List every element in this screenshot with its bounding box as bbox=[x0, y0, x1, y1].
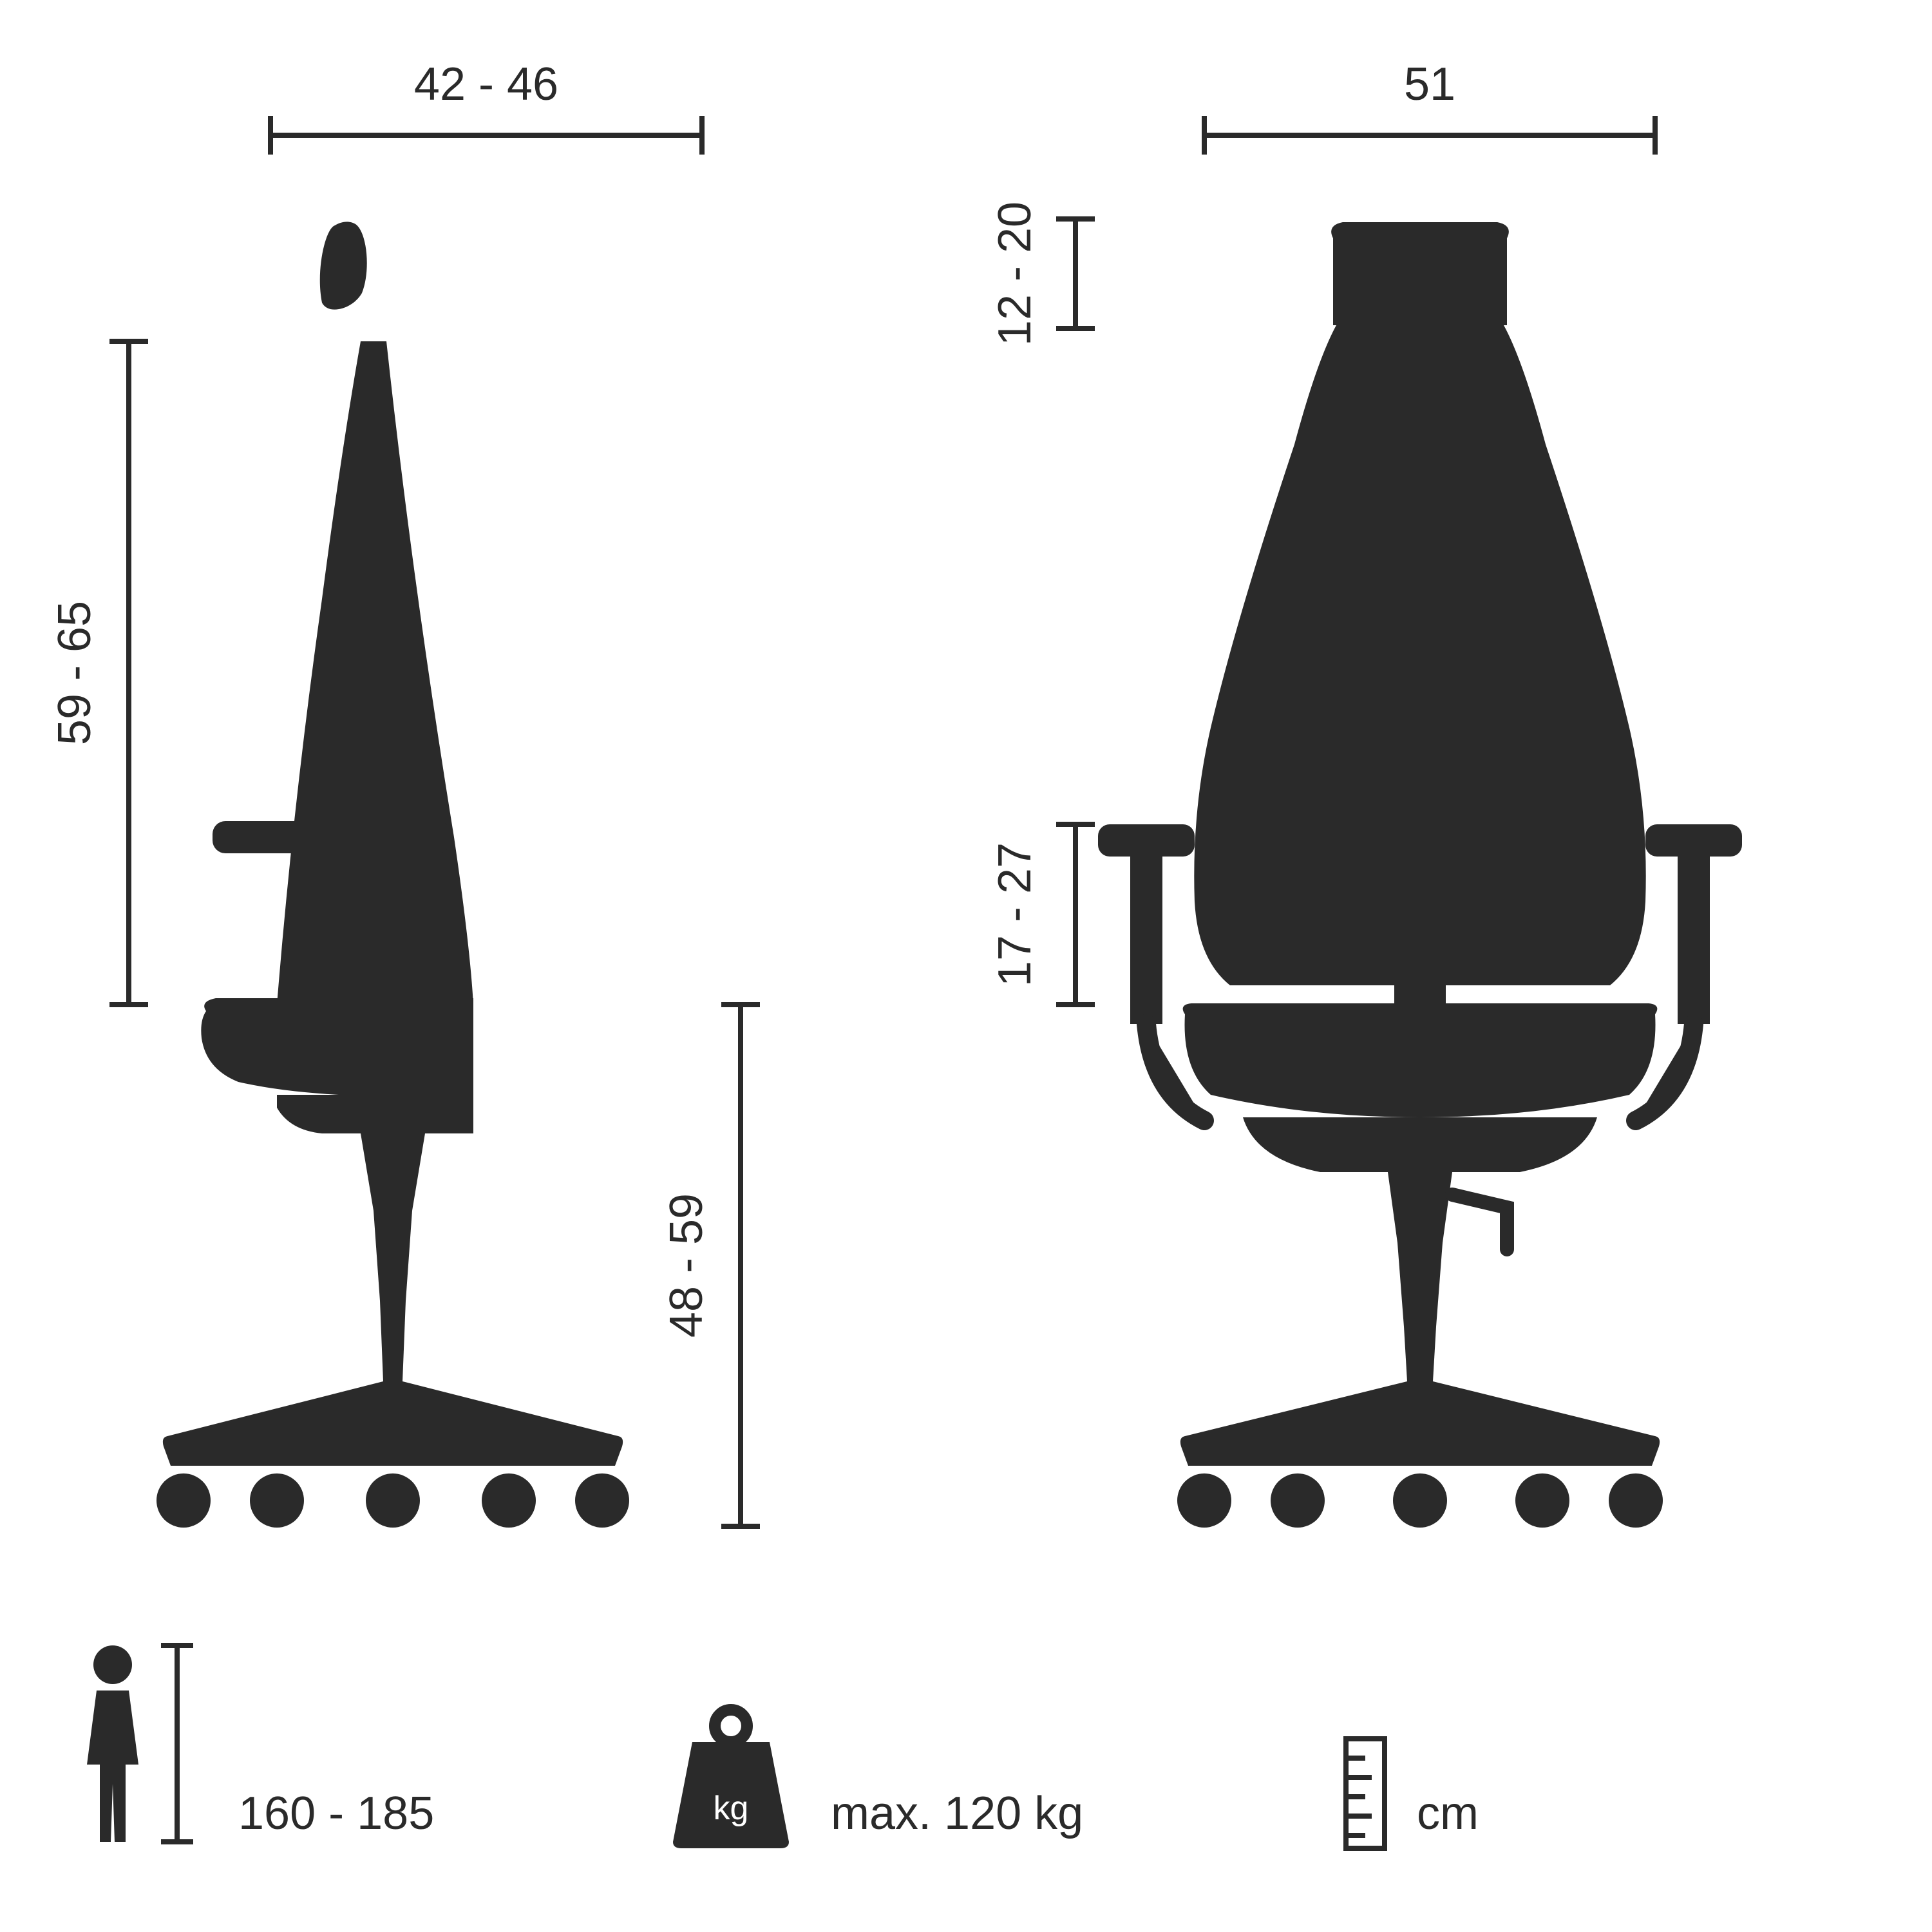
weight-icon: kg bbox=[673, 1710, 789, 1848]
user-height-label: 160 - 185 bbox=[238, 1788, 434, 1839]
chair-side-view bbox=[156, 222, 629, 1528]
ruler-icon bbox=[1346, 1739, 1385, 1848]
dim-seat-height: 48 - 59 bbox=[661, 1193, 712, 1338]
dim-seat-depth: 42 - 46 bbox=[414, 59, 558, 110]
unit-label: cm bbox=[1417, 1788, 1479, 1839]
height-ruler-icon bbox=[161, 1645, 193, 1842]
chair-front-view bbox=[1098, 222, 1742, 1528]
chair-spec-diagram: 42 - 46 51 59 - 65 48 - 59 12 - 20 17 - … bbox=[0, 0, 1932, 1932]
dim-backrest-height: 59 - 65 bbox=[49, 601, 100, 745]
dim-headrest-height: 12 - 20 bbox=[989, 202, 1041, 346]
footer-row: 160 - 185 kg max. 120 kg cm bbox=[87, 1645, 1479, 1848]
dim-back-width: 51 bbox=[1404, 59, 1455, 110]
max-weight-label: max. 120 kg bbox=[831, 1788, 1083, 1839]
weight-icon-label: kg bbox=[714, 1790, 749, 1827]
dim-armrest-height: 17 - 27 bbox=[989, 842, 1041, 987]
person-icon bbox=[87, 1645, 138, 1842]
